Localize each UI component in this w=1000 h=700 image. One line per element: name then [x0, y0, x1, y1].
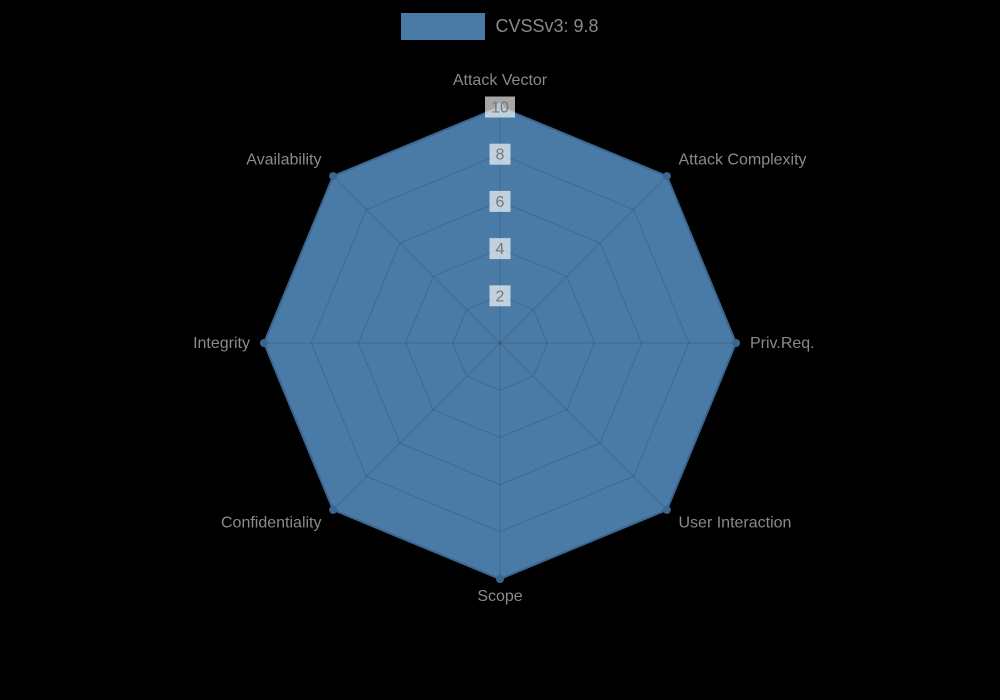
- tick-backdrop: [485, 96, 515, 118]
- grid-ring: [357, 200, 643, 486]
- radar-point[interactable]: [496, 575, 504, 583]
- tick-label: 6: [496, 194, 505, 211]
- axis-label: User Interaction: [679, 515, 792, 532]
- radar-point[interactable]: [329, 505, 338, 514]
- legend-label: CVSSv3: 9.8: [495, 16, 599, 36]
- grid-ring: [452, 295, 548, 391]
- tick-backdrop: [489, 143, 511, 165]
- tick-label: 2: [496, 288, 505, 305]
- grid-ring: [310, 153, 690, 533]
- tick-label: 10: [491, 100, 509, 117]
- grid-ring: [405, 248, 595, 438]
- axis-label: Availability: [246, 152, 321, 169]
- grid-spoke: [499, 175, 668, 344]
- tick-backdrop: [489, 190, 511, 212]
- axis-label: Scope: [477, 588, 522, 605]
- radar-point[interactable]: [329, 172, 338, 181]
- axis-label: Attack Vector: [453, 72, 548, 89]
- radar-point[interactable]: [662, 505, 671, 514]
- radar-point[interactable]: [732, 339, 740, 347]
- axis-label: Attack Complexity: [679, 152, 807, 169]
- tick-backdrop: [489, 238, 511, 260]
- tick-backdrop: [489, 285, 511, 307]
- axis-label: Integrity: [193, 335, 250, 352]
- chart-legend[interactable]: CVSSv3: 9.8: [0, 13, 1000, 40]
- legend-swatch: [401, 13, 486, 40]
- grid-spoke: [332, 342, 501, 511]
- axis-label: Confidentiality: [221, 515, 322, 532]
- axis-label: Priv.Req.: [750, 335, 815, 352]
- radar-point[interactable]: [260, 339, 268, 347]
- tick-label: 8: [496, 147, 505, 164]
- radar-point[interactable]: [662, 172, 671, 181]
- grid-spoke: [332, 175, 501, 344]
- radar-area: [264, 107, 736, 579]
- grid-spoke: [499, 342, 668, 511]
- tick-label: 4: [496, 241, 505, 258]
